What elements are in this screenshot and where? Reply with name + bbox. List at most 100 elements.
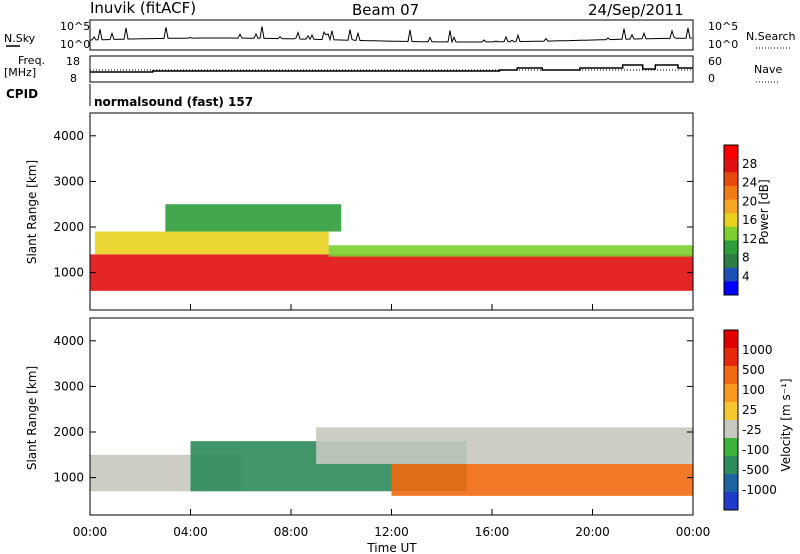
power-colorbar: 28 24 20 16 12 8 4 — [723, 144, 757, 296]
velocity-panel: 4000 3000 2000 1000 Slant Range [km] 1000 50… — [25, 317, 793, 516]
velocity-colorbar-label: Velocity [m s⁻¹] — [779, 378, 793, 471]
x-tick-label-2: 08:00 — [274, 525, 309, 539]
freq-panel: Freq. [MHz] 18 8 60 0 Nave — [4, 54, 782, 85]
velocity-band-3 — [316, 427, 693, 464]
noise-left-tick-bottom: 10^0 — [60, 38, 90, 51]
power-colorbar-tick-0: 28 — [742, 157, 757, 171]
power-colorbar-segment-8 — [724, 254, 738, 269]
noise-right-tick-top: 10^5 — [708, 20, 738, 33]
noise-panel: N.Sky 10^5 10^0 10^5 10^0 N.Search — [4, 19, 796, 51]
station-title: Inuvik (fitACF) — [90, 0, 196, 17]
power-y-axis-label: Slant Range [km] — [25, 160, 39, 264]
velocity-colorbar-segment-0 — [724, 330, 738, 349]
power-band-3 — [165, 204, 342, 232]
power-colorbar-tick-5: 8 — [742, 251, 750, 265]
power-ticks: 4000 3000 2000 1000 — [53, 129, 693, 280]
x-tick-label-5: 20:00 — [575, 525, 610, 539]
power-colorbar-tick-1: 24 — [742, 176, 757, 190]
velocity-colorbar-tick-5: -100 — [742, 443, 769, 457]
velocity-colorbar-segment-6 — [724, 438, 738, 457]
velocity-colorbar-frame — [723, 329, 739, 511]
velocity-colorbar-tick-7: -1000 — [742, 483, 777, 497]
time-axis-label: Time UT — [366, 541, 417, 554]
freq-panel-frame — [89, 55, 694, 83]
noise-traces — [90, 26, 692, 44]
freq-label-2: [MHz] — [4, 66, 36, 79]
cpid-panel: CPID normalsound (fast) 157 — [6, 84, 253, 109]
power-colorbar-tick-6: 4 — [742, 269, 750, 283]
velocity-colorbar-segment-2 — [724, 366, 738, 385]
freq-left-tick-bottom: 8 — [70, 72, 77, 85]
power-plot-area — [90, 204, 693, 291]
nave-label: Nave — [754, 63, 782, 76]
noise-right-label: N.Search — [746, 30, 796, 43]
noise-left-tick-top: 10^5 — [60, 20, 90, 33]
freq-left-tick-top: 18 — [66, 55, 80, 68]
power-colorbar-tick-3: 16 — [742, 213, 757, 227]
y-tick-label-3: 1000 — [53, 471, 84, 485]
velocity-colorbar-segment-8 — [724, 474, 738, 493]
y-tick-label-3: 1000 — [53, 266, 84, 280]
frequency-trace — [90, 64, 693, 73]
power-colorbar-segment-10 — [724, 281, 738, 296]
beam-title: Beam 07 — [352, 1, 419, 19]
x-tick-label-1: 04:00 — [173, 525, 208, 539]
power-colorbar-frame — [723, 144, 739, 296]
noise-left-label: N.Sky — [4, 32, 36, 45]
power-colorbar-segment-0 — [724, 145, 738, 160]
noise-panel-frame — [89, 19, 694, 51]
velocity-colorbar-tick-2: 100 — [742, 383, 765, 397]
velocity-y-axis-label: Slant Range [km] — [25, 366, 39, 470]
noise-right-tick-bottom: 10^0 — [708, 38, 738, 51]
cpid-label: CPID — [6, 87, 38, 101]
velocity-colorbar-tick-4: -25 — [742, 423, 762, 437]
velocity-colorbar-tick-0: 1000 — [742, 343, 773, 357]
power-colorbar-segment-7 — [724, 240, 738, 255]
x-tick-label-4: 16:00 — [475, 525, 510, 539]
power-colorbar-tick-2: 20 — [742, 194, 757, 208]
velocity-colorbar-tick-1: 500 — [742, 363, 765, 377]
y-tick-label-1: 3000 — [53, 174, 84, 188]
y-tick-label-2: 2000 — [53, 220, 84, 234]
velocity-colorbar-segment-4 — [724, 402, 738, 421]
y-tick-label-2: 2000 — [53, 425, 84, 439]
velocity-colorbar-segment-5 — [724, 420, 738, 439]
velocity-colorbar-segment-1 — [724, 348, 738, 367]
y-tick-label-1: 3000 — [53, 379, 84, 393]
power-band-0 — [90, 254, 693, 291]
power-colorbar-segment-6 — [724, 226, 738, 241]
y-tick-label-0: 4000 — [53, 129, 84, 143]
velocity-colorbar-tick-6: -500 — [742, 463, 769, 477]
velocity-band-2 — [391, 463, 693, 496]
cpid-program: normalsound (fast) 157 — [94, 95, 253, 109]
power-colorbar-segment-2 — [724, 172, 738, 187]
power-colorbar-segment-1 — [724, 158, 738, 173]
x-tick-label-0: 00:00 — [73, 525, 108, 539]
power-panel: 4000 3000 2000 1000 Slant Range [km] 28 24 20… — [25, 112, 771, 311]
time-axis: 00:00 04:00 08:00 12:00 16:00 20:00 00:00 — [73, 304, 711, 539]
power-colorbar-label: Power [dB] — [757, 179, 771, 244]
velocity-colorbar-segment-9 — [724, 492, 738, 511]
freq-traces — [90, 64, 693, 73]
velocity-colorbar-segment-7 — [724, 456, 738, 475]
freq-right-tick-bottom: 0 — [708, 72, 715, 85]
velocity-colorbar: 1000 500 100 25 -25 -100 -500 -1000 — [723, 329, 777, 511]
power-colorbar-tick-4: 12 — [742, 232, 757, 246]
velocity-ticks: 4000 3000 2000 1000 — [53, 334, 693, 485]
x-tick-label-6: 00:00 — [676, 525, 711, 539]
power-colorbar-segment-4 — [724, 199, 738, 214]
date-title: 24/Sep/2011 — [588, 1, 684, 19]
noise-sky-trace — [90, 26, 692, 44]
power-band-2 — [328, 245, 693, 257]
freq-label-1: Freq. — [18, 54, 45, 67]
velocity-colorbar-tick-3: 25 — [742, 403, 757, 417]
power-colorbar-segment-5 — [724, 213, 738, 228]
power-colorbar-segment-9 — [724, 267, 738, 282]
power-colorbar-segment-3 — [724, 185, 738, 201]
freq-right-tick-top: 60 — [708, 55, 722, 68]
power-band-1 — [95, 231, 329, 255]
x-tick-label-3: 12:00 — [374, 525, 409, 539]
velocity-colorbar-segment-3 — [724, 384, 738, 403]
y-tick-label-0: 4000 — [53, 334, 84, 348]
